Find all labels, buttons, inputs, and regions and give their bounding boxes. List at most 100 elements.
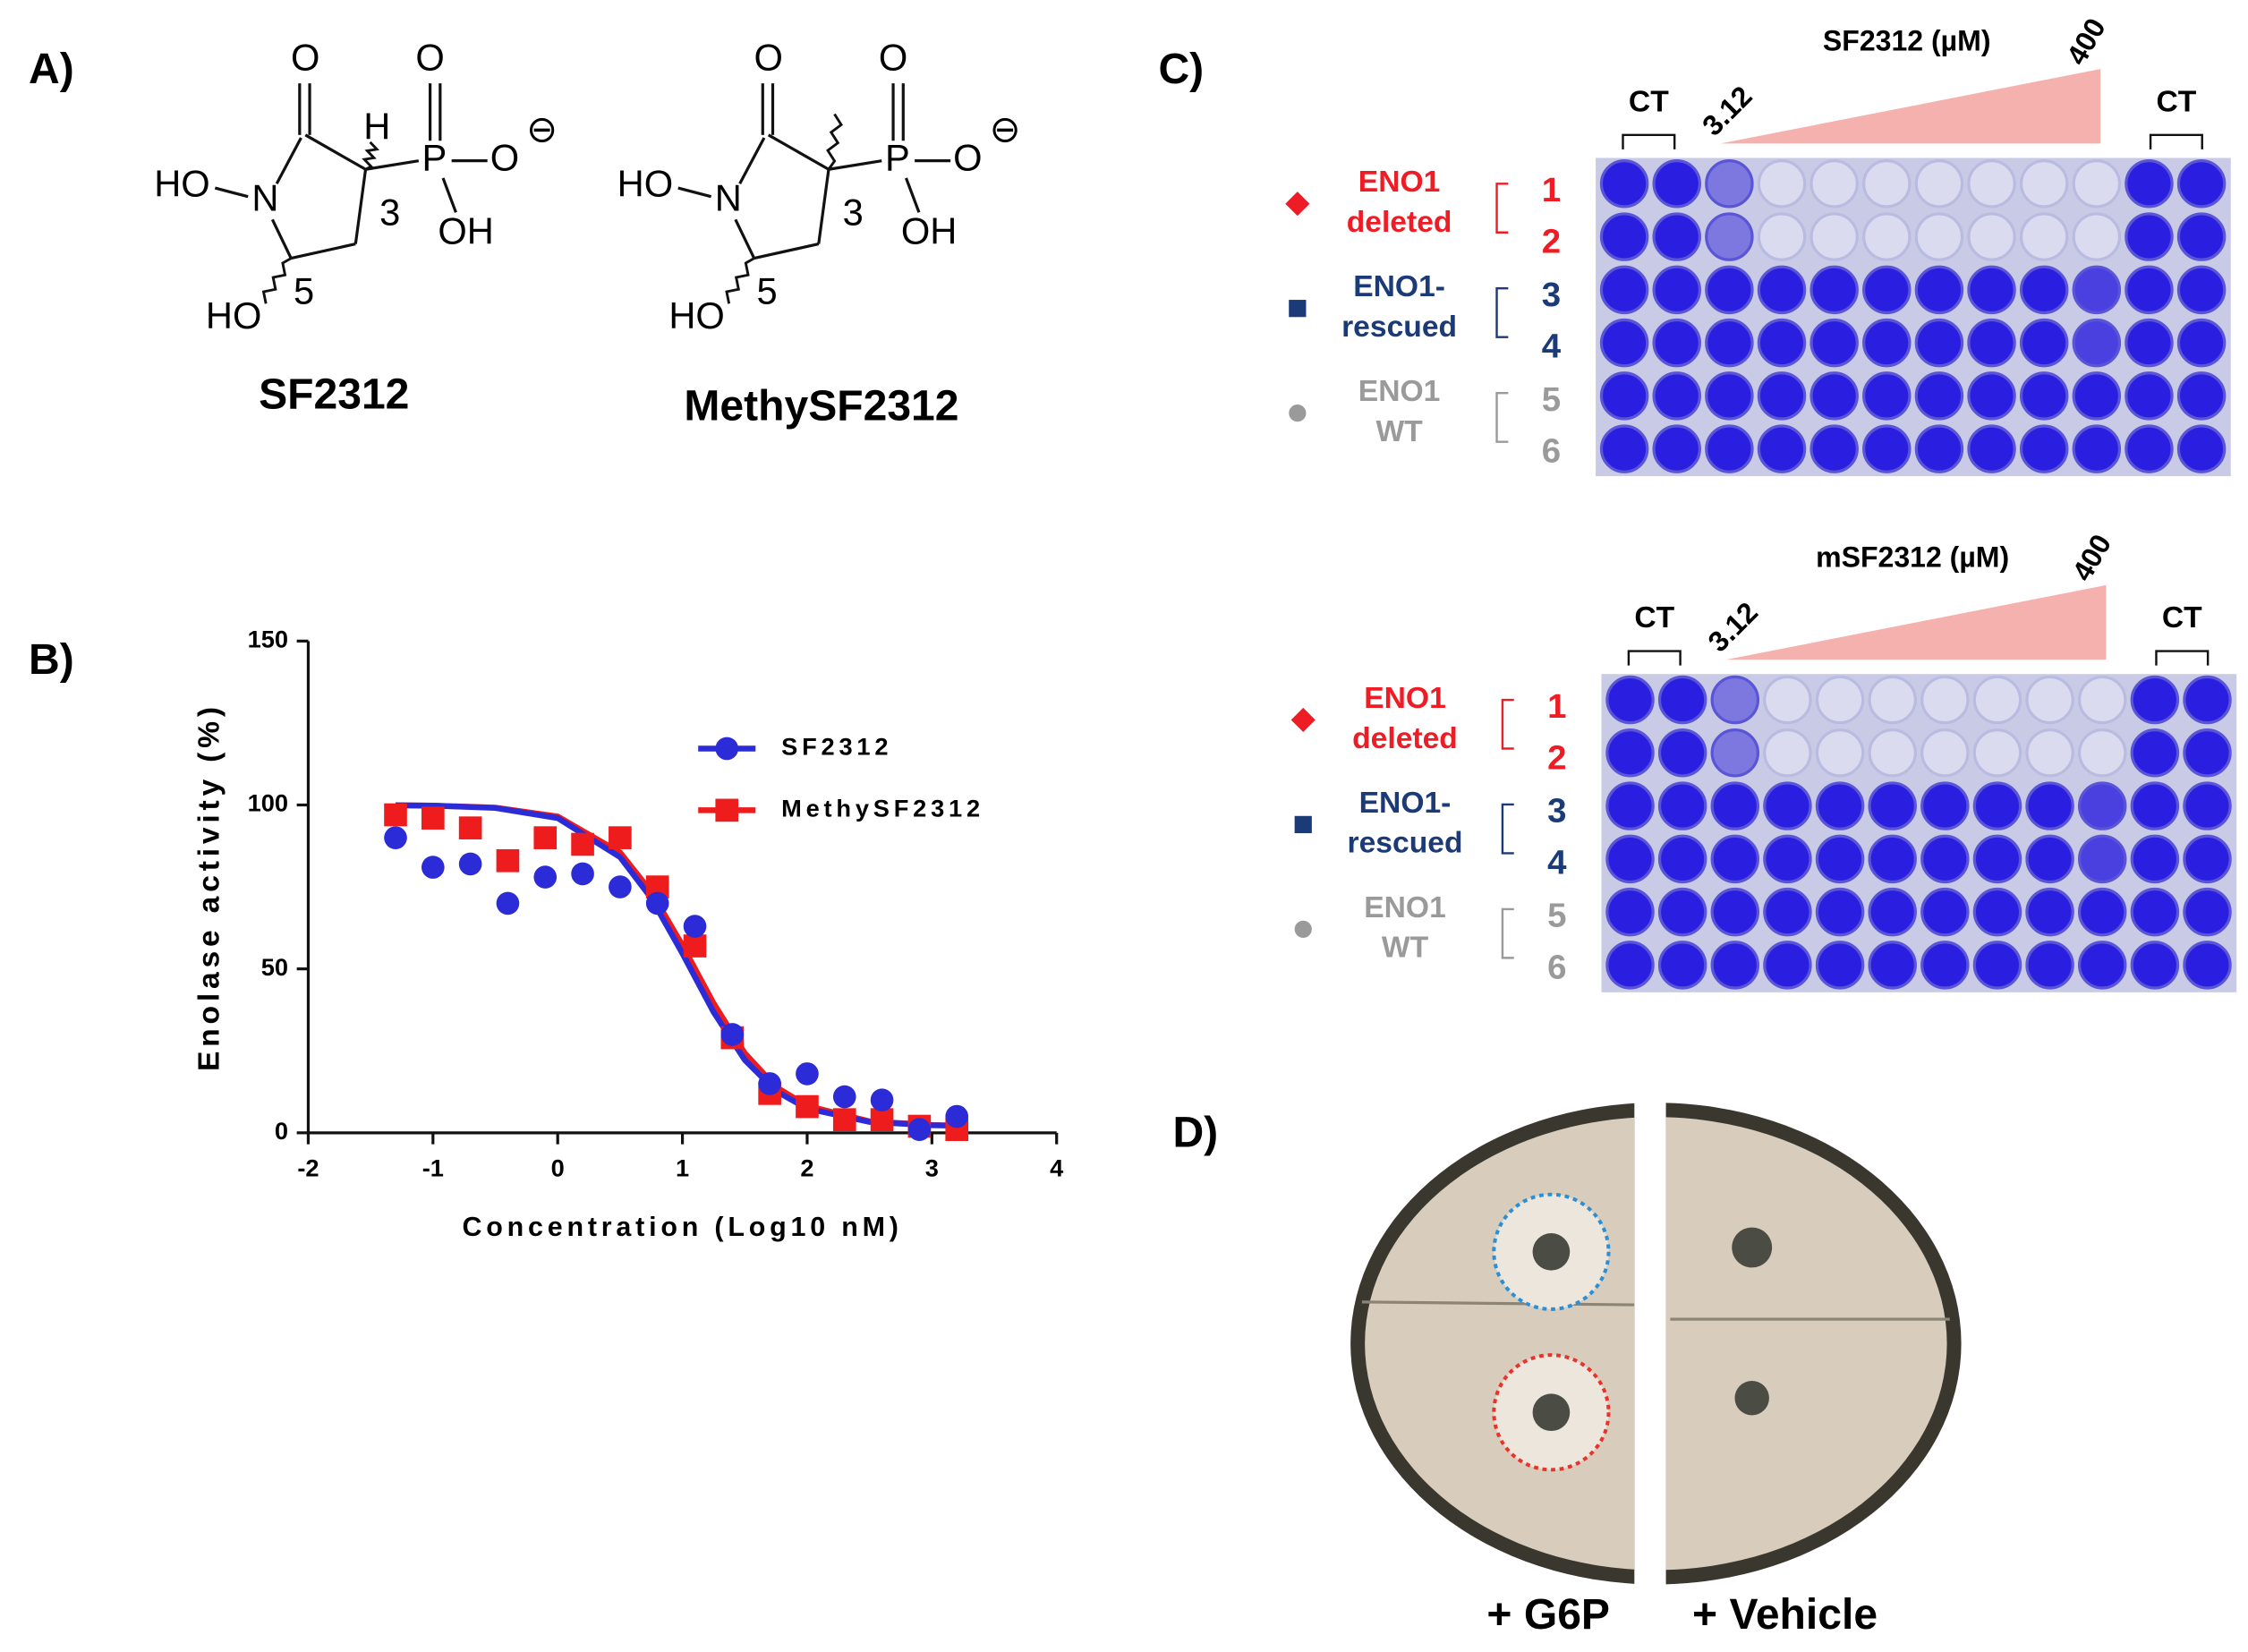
- well: [2176, 318, 2227, 368]
- well: [2025, 887, 2074, 937]
- panel-label: B): [29, 635, 74, 684]
- bond: [214, 186, 249, 199]
- petri-dish-photo: + G6P + Vehicle: [1350, 1103, 1962, 1639]
- well: [1605, 941, 1655, 990]
- well: [1920, 941, 1970, 990]
- group-label: rescued: [1341, 311, 1457, 344]
- atom-label: OH: [438, 209, 493, 251]
- well: [1705, 265, 1754, 315]
- well: [1815, 728, 1865, 778]
- well: [1763, 728, 1812, 778]
- row-number: 3: [1547, 792, 1566, 830]
- well: [1763, 675, 1812, 725]
- data-point: [720, 1023, 745, 1046]
- well: [1972, 675, 2022, 725]
- well: [1862, 159, 1912, 209]
- atom-label: P: [885, 137, 910, 179]
- bond: [270, 218, 293, 260]
- compound-name: SF2312: [259, 370, 409, 419]
- x-tick-label: 1: [676, 1154, 689, 1182]
- well: [1972, 941, 2022, 990]
- atom-label: 5: [757, 270, 778, 312]
- atom-label: N: [715, 177, 742, 219]
- well: [1862, 371, 1912, 421]
- well: [1599, 371, 1649, 421]
- data-point: [832, 1085, 856, 1109]
- group-marker: [1289, 404, 1307, 422]
- well: [1868, 728, 1917, 778]
- well: [1862, 265, 1912, 315]
- well: [1657, 675, 1707, 725]
- well: [1710, 781, 1760, 830]
- data-point: [496, 848, 520, 873]
- well: [1657, 781, 1707, 830]
- data-point: [496, 891, 520, 915]
- well: [2130, 675, 2180, 725]
- well: [1809, 265, 1859, 315]
- data-point: [645, 891, 669, 915]
- well: [1862, 318, 1912, 368]
- well: [1605, 781, 1655, 830]
- bond: [738, 137, 766, 185]
- bond: [304, 133, 367, 171]
- well: [1920, 675, 1970, 725]
- well: [1972, 728, 2022, 778]
- group-bracket: [1495, 183, 1509, 234]
- well: [2077, 941, 2127, 990]
- group-marker: [1285, 192, 1310, 217]
- well: [1657, 728, 1707, 778]
- row-number: 6: [1547, 948, 1566, 986]
- bond: [441, 177, 457, 213]
- atom-label: OH: [901, 209, 957, 251]
- well: [2019, 318, 2069, 368]
- well: [1914, 212, 1964, 261]
- well: [2019, 424, 2069, 473]
- well: [2125, 159, 2174, 209]
- well: [1815, 887, 1865, 937]
- plate-title: SF2312 (µM): [1823, 25, 1991, 57]
- row-number: 1: [1542, 171, 1561, 209]
- atom-label: HO: [154, 162, 209, 204]
- x-tick-label: -1: [422, 1154, 444, 1182]
- row-number: 6: [1542, 432, 1561, 471]
- well: [2125, 318, 2174, 368]
- well: [2025, 675, 2074, 725]
- well: [2176, 212, 2227, 261]
- well: [1868, 834, 1917, 884]
- row-number: 5: [1547, 897, 1566, 935]
- data-point: [571, 832, 594, 856]
- atom-label: HO: [617, 162, 673, 204]
- well: [2176, 159, 2227, 209]
- well: [1657, 941, 1707, 990]
- control-bracket: [2155, 650, 2210, 666]
- well: [1599, 265, 1649, 315]
- well: [1763, 887, 1812, 937]
- well: [2019, 212, 2069, 261]
- atom-label: ⊖: [526, 108, 558, 150]
- data-point: [609, 826, 632, 849]
- well: [2125, 424, 2174, 473]
- concentration-high: 400: [2065, 529, 2117, 586]
- well: [1815, 781, 1865, 830]
- atom-label: O: [879, 37, 907, 79]
- row-number: 2: [1547, 738, 1566, 777]
- well: [1914, 265, 1964, 315]
- legend-label: SF2312: [781, 733, 892, 761]
- control-bracket: [1622, 133, 1676, 149]
- well: [1710, 728, 1760, 778]
- data-point: [870, 1088, 894, 1112]
- y-axis-title: Enolase activity (%): [192, 703, 226, 1071]
- well: [1605, 675, 1655, 725]
- wavy-bond: [362, 141, 380, 171]
- well: [1967, 212, 2016, 261]
- well: [1914, 371, 1964, 421]
- well: [1914, 318, 1964, 368]
- x-tick-label: -2: [297, 1154, 319, 1182]
- data-point: [870, 1108, 894, 1131]
- well: [1914, 424, 1964, 473]
- well: [1605, 834, 1655, 884]
- well: [1757, 212, 1807, 261]
- well: [2125, 371, 2174, 421]
- well: [2183, 781, 2232, 830]
- data-point: [571, 862, 594, 886]
